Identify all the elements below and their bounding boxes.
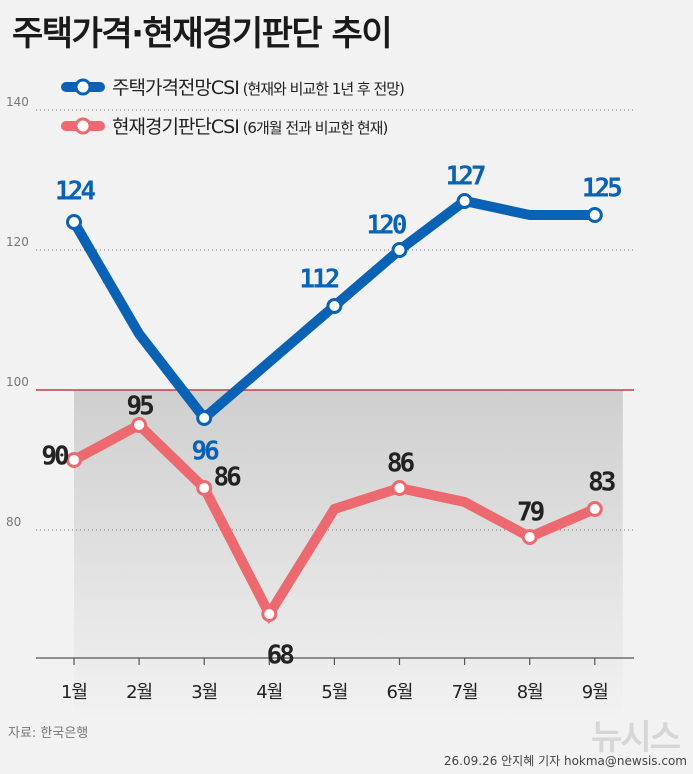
- data-label: 120: [367, 211, 407, 241]
- x-tick-label: 3월: [191, 682, 217, 703]
- chart-title: 주택가격·현재경기판단 추이: [12, 14, 393, 54]
- source-note: 자료: 한국은행: [8, 726, 89, 741]
- data-label: 125: [582, 174, 621, 204]
- legend-series-name: 현재경기판단CSI: [112, 116, 239, 138]
- x-tick-label: 9월: [582, 682, 608, 703]
- x-tick-label: 4월: [256, 682, 282, 703]
- legend-series-note: (6개월 전과 비교한 현재): [239, 119, 388, 137]
- legend-swatch-marker: [74, 78, 92, 96]
- data-point-marker: [456, 193, 473, 209]
- data-point-marker: [66, 214, 82, 230]
- x-tick-label: 8월: [517, 682, 543, 703]
- legend-series-note: (현재와 비교한 1년 후 전망): [239, 80, 404, 98]
- legend-entry: 현재경기판단CSI (6개월 전과 비교한 현재): [112, 116, 387, 138]
- data-label: 79: [517, 498, 544, 528]
- x-tick-label: 2월: [126, 682, 152, 703]
- data-label: 127: [446, 162, 485, 192]
- data-label: 86: [387, 449, 415, 479]
- data-point-marker: [131, 417, 148, 433]
- x-tick-label: 5월: [321, 682, 347, 703]
- newsis-logo: 뉴시스: [591, 718, 681, 758]
- data-label: 112: [299, 265, 338, 295]
- legend-swatch-marker: [74, 117, 92, 135]
- data-label: 95: [126, 392, 153, 422]
- data-point-marker: [326, 298, 343, 314]
- data-label: 83: [588, 468, 615, 498]
- data-point-marker: [586, 501, 603, 517]
- x-tick-label: 6월: [386, 682, 412, 703]
- data-label: 90: [41, 442, 69, 472]
- data-label: 86: [214, 463, 242, 493]
- data-point-marker: [391, 480, 408, 496]
- x-tick-label: 1월: [61, 682, 87, 703]
- author-credit: 26.09.26 안지혜 기자 hokma@newsis.com: [443, 754, 687, 768]
- y-tick-label: 80: [6, 515, 21, 529]
- data-point-marker: [391, 242, 408, 258]
- data-point-marker: [586, 207, 603, 223]
- x-tick-label: 7월: [452, 682, 478, 703]
- data-point-marker: [66, 452, 82, 468]
- y-tick-label: 120: [6, 235, 29, 249]
- data-point-marker: [521, 529, 538, 545]
- legend-series-name: 주택가격전망CSI: [112, 77, 239, 99]
- y-tick-label: 140: [6, 95, 29, 109]
- data-label: 124: [55, 177, 95, 207]
- legend-entry: 주택가격전망CSI (현재와 비교한 1년 후 전망): [112, 77, 404, 99]
- data-label: 68: [267, 641, 295, 671]
- data-point-marker: [261, 606, 278, 622]
- data-point-marker: [196, 480, 213, 496]
- data-point-marker: [196, 410, 213, 426]
- y-tick-label: 100: [6, 375, 29, 389]
- series-line-2: [71, 418, 597, 625]
